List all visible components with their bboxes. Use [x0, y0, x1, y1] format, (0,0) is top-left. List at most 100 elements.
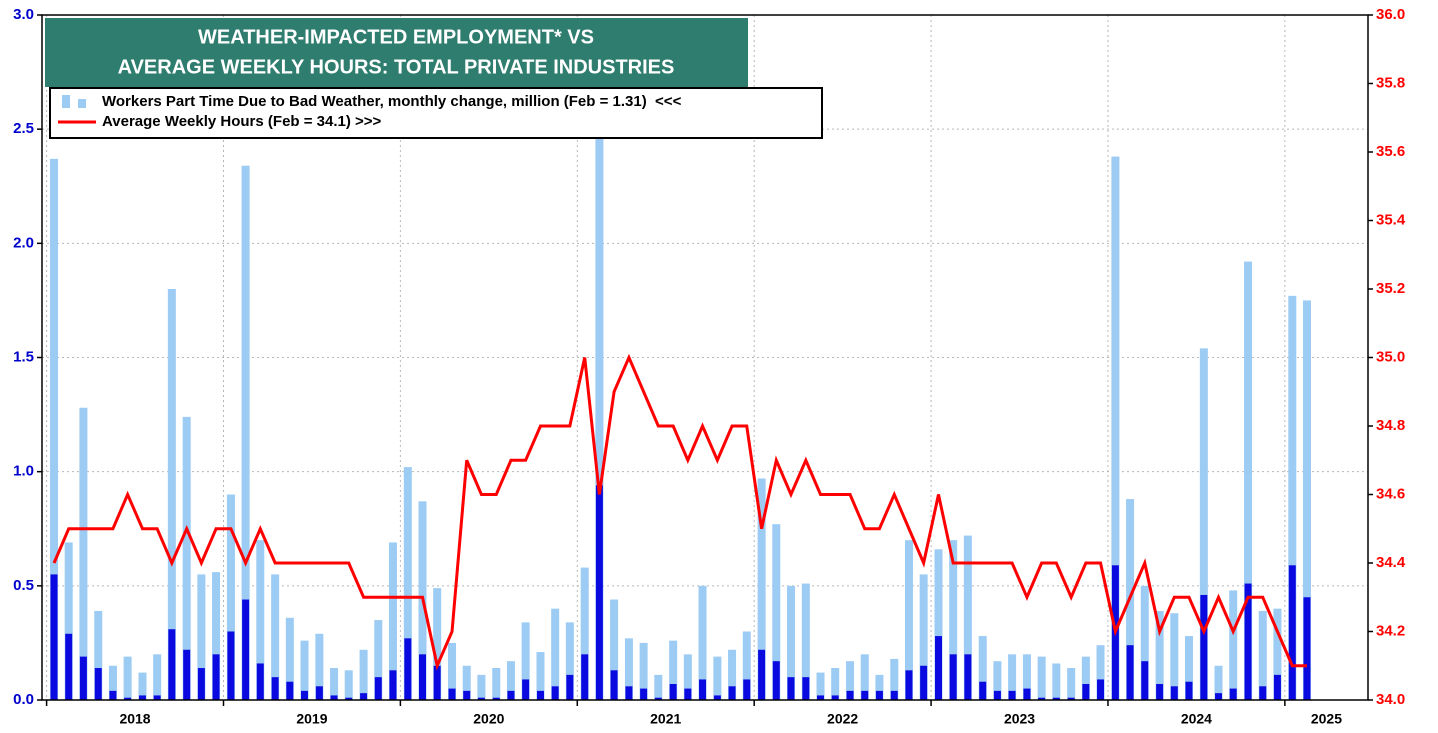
- x-tick-label: 2020: [473, 711, 504, 727]
- bar: [153, 695, 161, 700]
- bar: [256, 540, 265, 700]
- bar: [1185, 681, 1193, 700]
- bar: [816, 672, 825, 700]
- bar: [949, 654, 957, 700]
- bar: [758, 649, 766, 700]
- bar: [182, 416, 191, 700]
- bar: [389, 670, 397, 700]
- bar: [993, 661, 1002, 700]
- y2-tick-label: 36.0: [1376, 6, 1405, 23]
- bar: [492, 668, 501, 700]
- bar: [713, 656, 722, 700]
- bar: [978, 636, 987, 700]
- y-tick-label: 1.0: [13, 463, 34, 480]
- bar: [1008, 654, 1017, 700]
- bar: [227, 631, 235, 700]
- bar: [743, 679, 751, 700]
- bar: [875, 674, 884, 700]
- bar: [345, 697, 353, 700]
- y-tick-label: 2.0: [13, 234, 34, 251]
- bar: [241, 165, 250, 700]
- bar: [654, 697, 662, 700]
- bar: [728, 686, 736, 700]
- bar: [993, 690, 1001, 700]
- bar: [595, 72, 604, 701]
- bar: [477, 697, 485, 700]
- bar: [1111, 156, 1120, 701]
- bar: [1302, 300, 1311, 700]
- bar: [565, 622, 574, 700]
- bar: [1082, 684, 1090, 700]
- bar: [492, 697, 500, 700]
- bar: [94, 668, 102, 700]
- bar: [507, 690, 515, 700]
- bar: [521, 622, 530, 700]
- bar: [890, 690, 898, 700]
- bar: [138, 672, 147, 700]
- bar: [79, 407, 88, 700]
- bar: [1156, 684, 1164, 700]
- plot-frame: [41, 14, 1369, 701]
- bar: [934, 549, 943, 700]
- bar: [138, 695, 146, 700]
- bar: [1052, 697, 1060, 700]
- bar: [108, 665, 117, 700]
- bar: [963, 535, 972, 700]
- bar: [875, 690, 883, 700]
- bar: [300, 640, 309, 700]
- bar: [1303, 597, 1311, 700]
- bar: [124, 697, 132, 700]
- bar: [860, 654, 869, 700]
- bar: [94, 610, 103, 700]
- bar: [979, 681, 987, 700]
- bar: [183, 649, 191, 700]
- bar: [610, 670, 618, 700]
- bar: [654, 674, 663, 700]
- bar: [639, 642, 648, 700]
- bar: [1067, 668, 1076, 700]
- chart-title: AVERAGE WEEKLY HOURS: TOTAL PRIVATE INDU…: [118, 56, 675, 78]
- y2-tick-label: 35.2: [1376, 280, 1405, 297]
- bar: [1022, 654, 1031, 700]
- bar: [433, 588, 442, 700]
- bar: [359, 649, 368, 700]
- y2-tick-label: 34.6: [1376, 485, 1405, 502]
- bar: [1038, 697, 1046, 700]
- bar: [374, 620, 383, 700]
- bar: [404, 638, 412, 700]
- bar: [1200, 594, 1208, 700]
- bar: [256, 663, 264, 700]
- bar: [964, 654, 972, 700]
- bar: [551, 608, 560, 700]
- legend-box: [49, 87, 823, 139]
- bar: [935, 636, 943, 700]
- bar: [728, 649, 737, 700]
- bar: [506, 661, 515, 700]
- bar: [1215, 693, 1223, 700]
- x-tick-label: 2018: [119, 711, 150, 727]
- bar: [212, 572, 221, 700]
- bar: [787, 677, 795, 700]
- bar: [802, 677, 810, 700]
- bar: [772, 524, 781, 700]
- bar: [197, 668, 205, 700]
- bar: [683, 654, 692, 700]
- bar: [1244, 261, 1253, 700]
- bar: [698, 585, 707, 700]
- bar: [153, 654, 162, 700]
- bar: [1199, 348, 1208, 700]
- bar: [831, 695, 839, 700]
- bar: [50, 574, 58, 700]
- bar: [536, 652, 545, 700]
- legend-label: Workers Part Time Due to Bad Weather, mo…: [102, 93, 682, 110]
- bar: [448, 688, 456, 700]
- bar: [1184, 636, 1193, 700]
- bar: [846, 661, 855, 700]
- y2-tick-label: 34.8: [1376, 417, 1405, 434]
- bar: [50, 158, 59, 701]
- bar: [904, 540, 913, 700]
- bar: [1126, 645, 1134, 700]
- bar: [330, 695, 338, 700]
- bar: [1023, 688, 1031, 700]
